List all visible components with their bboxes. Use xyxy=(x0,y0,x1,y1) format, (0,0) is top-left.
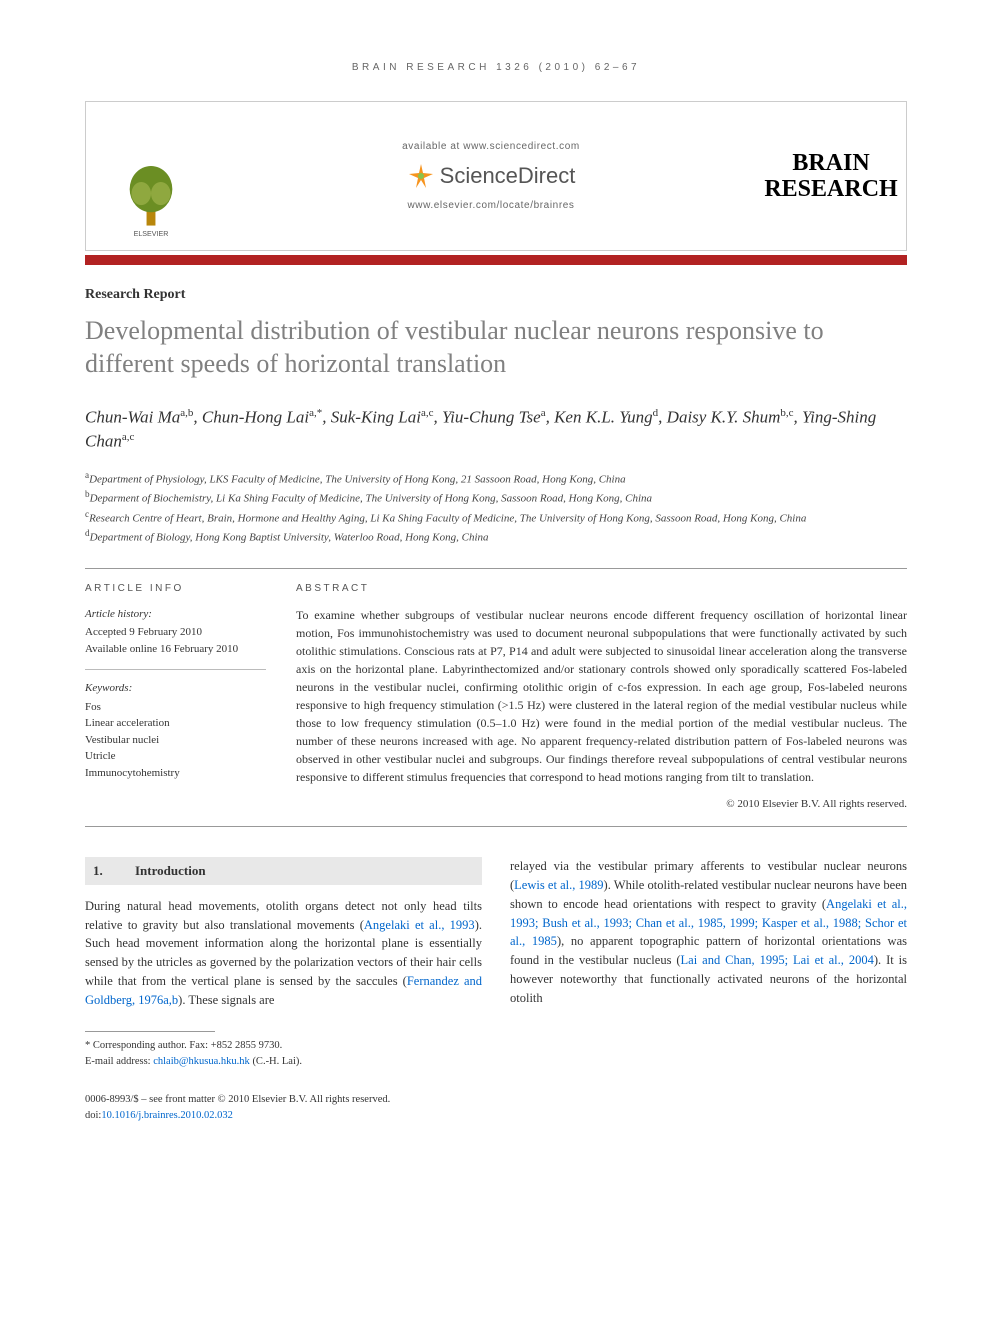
reference-link[interactable]: Angelaki et al., 1993; Bush et al., 1993… xyxy=(510,897,907,949)
journal-logo-line1: BRAIN xyxy=(764,150,897,176)
abstract-heading: ABSTRACT xyxy=(296,581,907,596)
doi-prefix: doi: xyxy=(85,1110,101,1121)
affiliation-line: dDepartment of Biology, Hong Kong Baptis… xyxy=(85,527,907,546)
sciencedirect-burst-icon xyxy=(407,162,435,190)
elsevier-label: ELSEVIER xyxy=(134,230,169,238)
available-at-text: available at www.sciencedirect.com xyxy=(402,141,580,152)
affiliations: aDepartment of Physiology, LKS Faculty o… xyxy=(85,469,907,546)
abstract-column: ABSTRACT To examine whether subgroups of… xyxy=(280,569,907,827)
body-column-right: relayed via the vestibular primary affer… xyxy=(510,857,907,1070)
journal-url[interactable]: www.elsevier.com/locate/brainres xyxy=(407,200,574,211)
affiliation-line: aDepartment of Physiology, LKS Faculty o… xyxy=(85,469,907,488)
elsevier-logo: ELSEVIER xyxy=(86,102,216,250)
info-abstract-block: ARTICLE INFO Article history: Accepted 9… xyxy=(85,568,907,828)
running-header: BRAIN RESEARCH 1326 (2010) 62–67 xyxy=(85,62,907,73)
section-label: Research Report xyxy=(85,287,907,303)
footer-doi: doi:10.1016/j.brainres.2010.02.032 xyxy=(85,1108,907,1124)
keyword-item: Utricle xyxy=(85,748,266,765)
keywords-label: Keywords: xyxy=(85,680,266,697)
info-separator xyxy=(85,669,266,670)
keywords-list: FosLinear accelerationVestibular nucleiU… xyxy=(85,699,266,782)
journal-cover-logo: BRAIN RESEARCH xyxy=(764,150,897,203)
available-online-date: Available online 16 February 2010 xyxy=(85,641,266,658)
keyword-item: Fos xyxy=(85,699,266,716)
accepted-date: Accepted 9 February 2010 xyxy=(85,624,266,641)
affiliation-line: bDeparment of Biochemistry, Li Ka Shing … xyxy=(85,488,907,507)
footnote-separator xyxy=(85,1031,215,1032)
authors-line: Chun-Wai Maa,b, Chun-Hong Laia,*, Suk-Ki… xyxy=(85,406,907,453)
introduction-heading: 1.Introduction xyxy=(85,857,482,885)
reference-link[interactable]: Lewis et al., 1989 xyxy=(514,878,603,892)
keyword-item: Vestibular nuclei xyxy=(85,732,266,749)
journal-logo-line2: RESEARCH xyxy=(764,176,897,202)
reference-link[interactable]: Angelaki et al., 1993 xyxy=(364,918,475,932)
body-columns: 1.Introduction During natural head movem… xyxy=(85,857,907,1070)
article-info-heading: ARTICLE INFO xyxy=(85,581,266,596)
abstract-copyright: © 2010 Elsevier B.V. All rights reserved… xyxy=(296,796,907,813)
reference-link[interactable]: Lai and Chan, 1995; Lai et al., 2004 xyxy=(681,953,874,967)
intro-number: 1. xyxy=(93,861,135,881)
keyword-item: Immunocytohemistry xyxy=(85,765,266,782)
elsevier-tree-icon: ELSEVIER xyxy=(116,158,186,238)
footer-copyright: 0006-8993/$ – see front matter © 2010 El… xyxy=(85,1092,907,1108)
article-title: Developmental distribution of vestibular… xyxy=(85,315,907,380)
page: BRAIN RESEARCH 1326 (2010) 62–67 ELSEVIE… xyxy=(0,0,992,1168)
intro-paragraph-left: During natural head movements, otolith o… xyxy=(85,897,482,1010)
email-label: E-mail address: xyxy=(85,1056,153,1067)
reference-link[interactable]: Fernandez and Goldberg, 1976a,b xyxy=(85,974,482,1007)
sciencedirect-text: ScienceDirect xyxy=(440,163,576,189)
doi-link[interactable]: 10.1016/j.brainres.2010.02.032 xyxy=(101,1110,233,1121)
intro-label: Introduction xyxy=(135,863,206,878)
history-label: Article history: xyxy=(85,606,266,623)
email-line: E-mail address: chlaib@hkusua.hku.hk (C.… xyxy=(85,1054,482,1070)
body-column-left: 1.Introduction During natural head movem… xyxy=(85,857,482,1070)
sciencedirect-logo[interactable]: ScienceDirect xyxy=(407,162,576,190)
article-info-column: ARTICLE INFO Article history: Accepted 9… xyxy=(85,569,280,827)
page-footer: 0006-8993/$ – see front matter © 2010 El… xyxy=(85,1092,907,1124)
color-bar xyxy=(85,255,907,265)
corresponding-author: * Corresponding author. Fax: +852 2855 9… xyxy=(85,1038,482,1054)
affiliation-line: cResearch Centre of Heart, Brain, Hormon… xyxy=(85,508,907,527)
publisher-banner: ELSEVIER available at www.sciencedirect.… xyxy=(85,101,907,251)
email-link[interactable]: chlaib@hkusua.hku.hk xyxy=(153,1056,250,1067)
abstract-text: To examine whether subgroups of vestibul… xyxy=(296,606,907,786)
email-name: (C.-H. Lai). xyxy=(250,1056,302,1067)
keyword-item: Linear acceleration xyxy=(85,715,266,732)
intro-paragraph-right: relayed via the vestibular primary affer… xyxy=(510,857,907,1007)
footnotes: * Corresponding author. Fax: +852 2855 9… xyxy=(85,1038,482,1070)
